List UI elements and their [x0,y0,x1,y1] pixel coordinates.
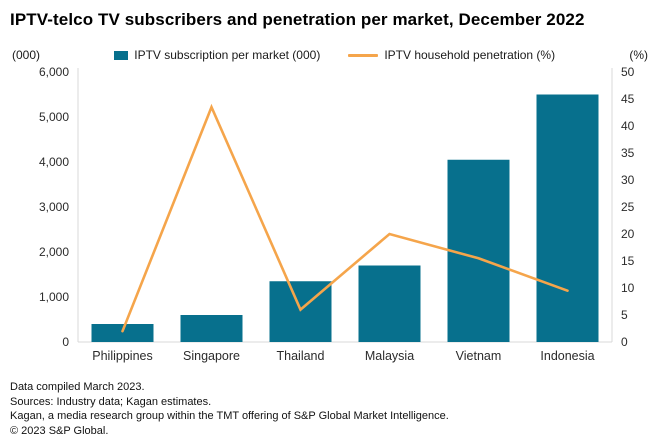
bar-indonesia [536,94,599,342]
left-axis-tick-label: 4,000 [39,155,69,169]
bar-philippines [91,324,154,342]
line-series-swatch-icon [348,53,379,57]
source-notes: Data compiled March 2023. Sources: Indus… [10,380,650,438]
left-axis-tick-label: 0 [62,335,69,349]
x-axis-label-thailand: Thailand [277,349,325,363]
note-copyright: © 2023 S&P Global. [10,424,109,437]
left-axis-tick-label: 6,000 [39,65,69,79]
right-axis-tick-label: 30 [621,173,635,187]
right-axis-tick-label: 20 [621,227,635,241]
left-axis-tick-label: 3,000 [39,200,69,214]
right-axis-tick-label: 40 [621,119,635,133]
chart-canvas: 0 1,000 2,000 3,000 4,000 5,000 6,000 0 5 10 15 20 2… [39,65,635,363]
x-axis-label-vietnam: Vietnam [456,349,502,363]
right-axis-unit-label: (%) [629,48,648,62]
bar-singapore [180,315,243,342]
legend-label-subscriptions: IPTV subscription per market (000) [134,48,321,62]
legend-row: (000) IPTV subscription per market (000)… [12,48,648,62]
x-axis-label-singapore: Singapore [183,349,240,363]
penetration-line [121,103,569,333]
legend-label-penetration: IPTV household penetration (%) [384,48,556,62]
bar-vietnam [447,159,510,342]
chart-title: IPTV-telco TV subscribers and penetratio… [10,10,585,29]
x-axis-label-indonesia: Indonesia [540,349,594,363]
right-axis-tick-label: 0 [621,335,628,349]
bar-malaysia [358,265,421,342]
right-axis-tick-label: 45 [621,92,635,106]
note-sources: Sources: Industry data; Kagan estimates. [10,395,212,408]
left-axis-tick-label: 1,000 [39,290,69,304]
legend-item-subscriptions: IPTV subscription per market (000) [114,48,320,62]
x-axis-label-philippines: Philippines [92,349,152,363]
x-axis-label-malaysia: Malaysia [365,349,414,363]
left-axis-tick-label: 2,000 [39,245,69,259]
note-kagan: Kagan, a media research group within the… [10,410,449,422]
left-axis-unit-label: (000) [12,48,41,62]
bar-series-swatch-icon [114,50,129,60]
chart-card: IPTV-telco TV subscribers and penetratio… [10,10,650,438]
right-axis-tick-label: 50 [621,65,635,79]
right-axis-tick-label: 5 [621,308,628,322]
right-axis-tick-label: 15 [621,254,635,268]
right-axis-tick-label: 10 [621,281,635,295]
left-axis-tick-label: 5,000 [39,110,69,124]
right-axis-tick-label: 35 [621,146,635,160]
note-data-compiled: Data compiled March 2023. [10,381,145,393]
legend-item-penetration: IPTV household penetration (%) [348,48,555,62]
chart-legend: IPTV subscription per market (000) IPTV … [114,48,555,62]
right-axis-tick-label: 25 [621,200,635,214]
